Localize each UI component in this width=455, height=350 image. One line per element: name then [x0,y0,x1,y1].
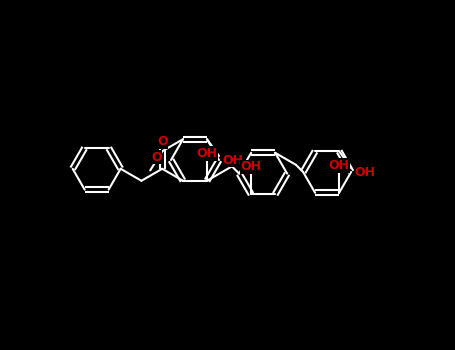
Text: OH: OH [197,147,217,160]
Text: OH: OH [222,154,243,167]
Text: O: O [151,151,162,164]
Text: OH: OH [354,166,376,178]
Text: OH: OH [329,159,349,172]
Text: OH: OH [241,160,262,174]
Text: O: O [157,135,167,148]
